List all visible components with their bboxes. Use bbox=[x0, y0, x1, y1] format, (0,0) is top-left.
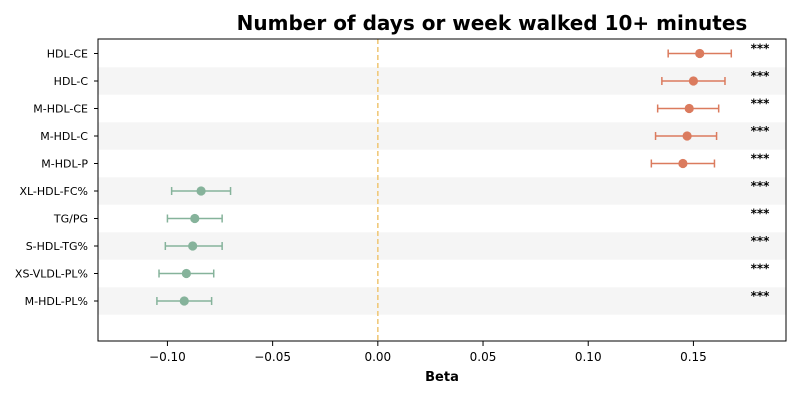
y-tick-label: HDL-CE bbox=[47, 48, 88, 61]
error-bars bbox=[156, 49, 733, 305]
y-tick-label: XS-VLDL-PL% bbox=[15, 268, 88, 281]
y-tick-label: TG/PG bbox=[53, 213, 88, 226]
significance-label: *** bbox=[751, 289, 771, 303]
x-tick-label: 0.10 bbox=[575, 350, 602, 364]
significance-label: *** bbox=[751, 69, 771, 83]
significance-label: *** bbox=[751, 234, 771, 248]
significance-label: *** bbox=[751, 262, 771, 276]
beta-markers bbox=[179, 48, 705, 306]
x-tick-label: 0.15 bbox=[680, 350, 707, 364]
beta-marker bbox=[190, 213, 200, 224]
beta-marker bbox=[179, 296, 189, 306]
significance-label: *** bbox=[751, 152, 771, 166]
y-axis: HDL-CE HDL-C M-HDL-CE M-HDL-C M-HDL-P XL-HDL-… bbox=[15, 48, 98, 308]
row-stripe bbox=[98, 287, 786, 315]
x-axis: −0.10 −0.05 0.00 0.05 0.10 0.15 bbox=[149, 341, 707, 364]
x-tick-label: 0.05 bbox=[470, 350, 497, 364]
x-tick-label: −0.10 bbox=[149, 350, 186, 364]
beta-marker bbox=[196, 186, 206, 196]
beta-marker bbox=[684, 103, 694, 114]
significance-label: *** bbox=[751, 124, 771, 138]
significance-label: *** bbox=[751, 207, 771, 221]
x-tick-label: −0.05 bbox=[254, 350, 291, 364]
beta-marker bbox=[188, 241, 198, 251]
significance-label: *** bbox=[751, 97, 771, 111]
y-tick-label: M-HDL-C bbox=[40, 130, 88, 143]
y-tick-label: S-HDL-TG% bbox=[26, 240, 88, 253]
significance-label: *** bbox=[751, 42, 771, 56]
y-tick-label: XL-HDL-FC% bbox=[19, 185, 88, 198]
y-tick-label: M-HDL-PL% bbox=[25, 295, 88, 308]
y-tick-label: M-HDL-P bbox=[41, 158, 88, 171]
beta-marker bbox=[682, 131, 692, 141]
beta-marker bbox=[695, 48, 705, 59]
beta-marker bbox=[181, 268, 191, 279]
beta-marker bbox=[688, 76, 699, 86]
y-tick-label: HDL-C bbox=[54, 75, 89, 88]
plot-frame bbox=[97, 38, 787, 342]
y-tick-label: M-HDL-CE bbox=[33, 103, 88, 116]
x-axis-label: Beta bbox=[425, 370, 459, 385]
beta-marker bbox=[678, 158, 688, 169]
x-tick-label: 0.00 bbox=[364, 350, 391, 364]
significance-label: *** bbox=[751, 179, 771, 193]
chart-title: Number of days or week walked 10+ minute… bbox=[237, 11, 748, 35]
significance-labels: *** *** *** *** *** *** *** *** *** *** bbox=[751, 42, 771, 304]
